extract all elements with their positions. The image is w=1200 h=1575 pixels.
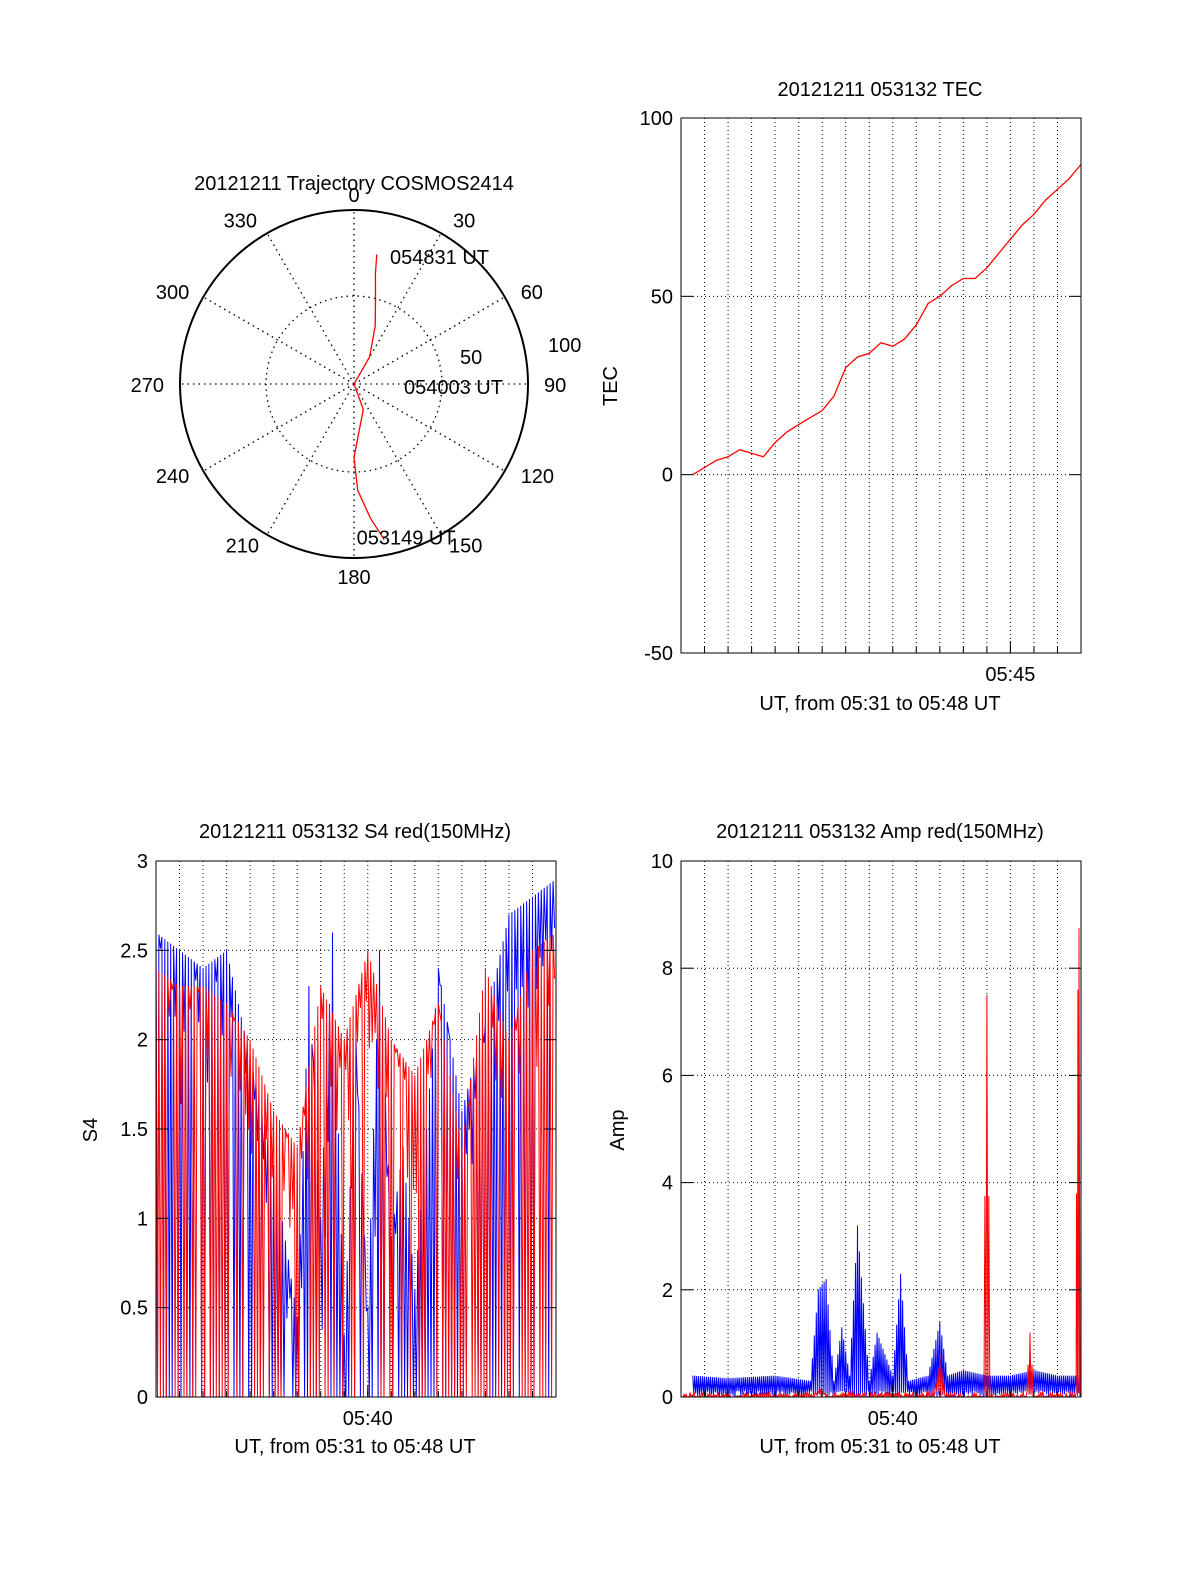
trajectory-annotations: 054831 UT 054003 UT 053149 UT bbox=[357, 247, 503, 549]
polar-spoke-120 bbox=[353, 383, 506, 472]
polar-azimuth-label: 60 bbox=[521, 282, 543, 304]
polar-azimuth-label: 330 bbox=[224, 210, 257, 232]
amp-panel: 20121211 053132 Amp red(150MHz) 0246810 … bbox=[607, 821, 1082, 1458]
polar-spoke-210 bbox=[266, 383, 355, 536]
tec-gridlines bbox=[681, 118, 1081, 653]
amp-y-axis-label: Amp bbox=[607, 1109, 629, 1150]
polar-spoke-240 bbox=[202, 383, 355, 472]
amp-ytick-label: 6 bbox=[662, 1065, 673, 1087]
s4-ytick-label: 1.5 bbox=[120, 1119, 148, 1141]
s4-ytick-label: 2 bbox=[137, 1030, 148, 1052]
s4-x-ticks: 05:40 bbox=[179, 1385, 533, 1430]
polar-spoke-60 bbox=[353, 296, 506, 385]
tec-y-axis-label: TEC bbox=[600, 366, 622, 406]
s4-title: 20121211 053132 S4 red(150MHz) bbox=[199, 821, 511, 843]
trajectory-panel: 20121211 Trajectory COSMOS2414 0 30 60 90 12… bbox=[131, 173, 582, 589]
trajectory-time-label: 054003 UT bbox=[404, 377, 503, 399]
polar-azimuth-label: 120 bbox=[521, 466, 554, 488]
s4-series-red bbox=[156, 934, 556, 1397]
polar-azimuth-label: 0 bbox=[348, 185, 359, 207]
s4-x-axis-label: UT, from 05:31 to 05:48 UT bbox=[234, 1436, 475, 1458]
amp-x-axis-label: UT, from 05:31 to 05:48 UT bbox=[759, 1436, 1000, 1458]
s4-xtick-label: 05:40 bbox=[343, 1408, 393, 1430]
amp-title: 20121211 053132 Amp red(150MHz) bbox=[716, 821, 1044, 843]
s4-ytick-label: 0.5 bbox=[120, 1298, 148, 1320]
polar-azimuth-label: 150 bbox=[449, 536, 482, 558]
tec-plot-frame bbox=[680, 117, 1082, 654]
trajectory-track bbox=[353, 254, 385, 540]
polar-azimuth-label: 300 bbox=[156, 282, 189, 304]
tec-ytick-label: 100 bbox=[640, 108, 673, 130]
amp-ytick-label: 8 bbox=[662, 958, 673, 980]
s4-ytick-label: 3 bbox=[137, 851, 148, 873]
polar-azimuth-label: 180 bbox=[337, 567, 370, 589]
tec-ytick-label: 50 bbox=[651, 286, 673, 308]
tec-ytick-label: 0 bbox=[662, 465, 673, 487]
polar-radius-label-50: 50 bbox=[460, 347, 482, 369]
s4-y-ticks: 0 0.5 1 1.5 2 2.5 3 bbox=[120, 851, 556, 1409]
tec-x-axis-label: UT, from 05:31 to 05:48 UT bbox=[759, 693, 1000, 715]
s4-panel: 20121211 053132 S4 red(150MHz) 0 0.5 1 1.5 2… bbox=[80, 821, 557, 1458]
amp-series-red bbox=[681, 927, 1081, 1397]
polar-azimuth-label: 210 bbox=[226, 536, 259, 558]
amp-xtick-label: 05:40 bbox=[868, 1408, 918, 1430]
polar-azimuth-labels: 0 30 60 90 120 150 180 210 240 270 300 330 bbox=[131, 185, 567, 589]
tec-xtick-label: 05:45 bbox=[985, 664, 1035, 686]
amp-ytick-label: 10 bbox=[651, 851, 673, 873]
amp-x-ticks: 05:40 bbox=[704, 1385, 1058, 1430]
tec-series bbox=[692, 163, 1081, 476]
polar-radius-label-100: 100 bbox=[548, 335, 581, 357]
polar-azimuth-label: 270 bbox=[131, 375, 164, 397]
polar-azimuth-label: 90 bbox=[544, 375, 566, 397]
polar-outer-circle bbox=[179, 209, 529, 559]
s4-y-axis-label: S4 bbox=[80, 1118, 102, 1142]
tec-series-red bbox=[692, 163, 1081, 476]
s4-ytick-label: 1 bbox=[137, 1208, 148, 1230]
s4-ytick-label: 2.5 bbox=[120, 940, 148, 962]
tec-series-area bbox=[692, 163, 1081, 476]
s4-ytick-label: 0 bbox=[137, 1387, 148, 1409]
amp-series-blue bbox=[692, 1225, 1081, 1397]
polar-azimuth-label: 30 bbox=[453, 210, 475, 232]
amp-plot-frame bbox=[680, 860, 1082, 1398]
trajectory-time-label: 053149 UT bbox=[357, 527, 456, 549]
amp-ytick-label: 4 bbox=[662, 1173, 673, 1195]
polar-spoke-150 bbox=[353, 383, 442, 536]
tec-title: 20121211 053132 TEC bbox=[778, 79, 983, 101]
amp-gridlines bbox=[681, 861, 1081, 1397]
amp-ytick-label: 2 bbox=[662, 1280, 673, 1302]
tec-x-ticks: 05:45 bbox=[704, 641, 1058, 686]
trajectory-title: 20121211 Trajectory COSMOS2414 bbox=[194, 173, 514, 195]
trajectory-time-label: 054831 UT bbox=[390, 247, 489, 269]
tec-ytick-label: -50 bbox=[644, 643, 673, 665]
amp-series bbox=[681, 927, 1081, 1397]
amp-ytick-label: 0 bbox=[662, 1387, 673, 1409]
amp-y-ticks: 0 2 4 6 8 10 bbox=[651, 851, 1081, 1409]
tec-y-ticks: -50 0 50 100 bbox=[640, 108, 1081, 665]
polar-spoke-300 bbox=[202, 296, 355, 385]
polar-spoke-330 bbox=[266, 232, 355, 385]
s4-series-area bbox=[156, 881, 556, 1397]
polar-azimuth-label: 240 bbox=[156, 466, 189, 488]
s4-series bbox=[156, 881, 556, 1397]
amp-series-area bbox=[681, 927, 1081, 1397]
